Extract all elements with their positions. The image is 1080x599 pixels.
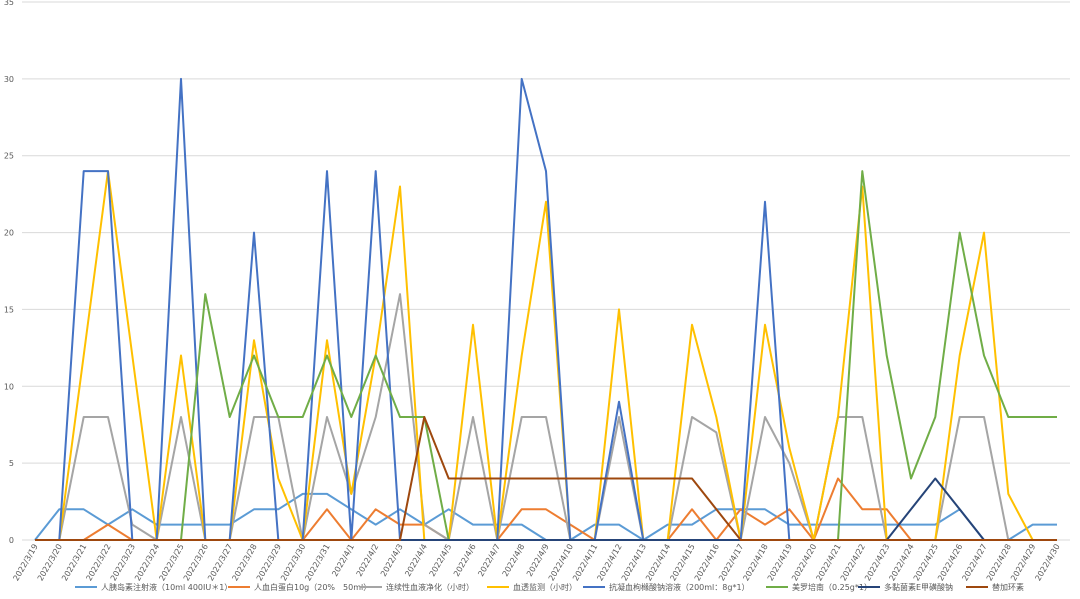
x-tick-label: 2022/4/3 [379, 543, 405, 579]
series-line [35, 416, 1057, 541]
x-tick-label: 2022/4/29 [1009, 543, 1037, 583]
legend-item: 多黏菌素E甲磺酸钠 [858, 582, 953, 592]
y-tick-label: 5 [9, 459, 14, 468]
x-tick-label: 2022/4/21 [814, 543, 842, 583]
x-tick-label: 2022/4/14 [644, 543, 672, 583]
x-tick-label: 2022/4/2 [355, 543, 381, 579]
x-tick-label: 2022/3/26 [182, 543, 210, 583]
x-tick-label: 2022/3/19 [11, 543, 39, 583]
legend-label: 多黏菌素E甲磺酸钠 [884, 582, 953, 592]
legend-label: 人血白蛋白10g（20% 50ml） [254, 582, 371, 592]
y-tick-label: 30 [4, 75, 14, 84]
x-tick-label: 2022/4/8 [501, 543, 527, 579]
legend-label: 血透监测（小时） [513, 582, 577, 592]
x-tick-label: 2022/4/27 [960, 543, 988, 583]
legend-item: 美罗培南（0.25g*1） [766, 582, 872, 592]
x-tick-label: 2022/4/28 [985, 542, 1013, 582]
legend-item: 人血白蛋白10g（20% 50ml） [228, 582, 371, 592]
x-tick-label: 2022/3/20 [36, 543, 64, 583]
x-tick-label: 2022/3/25 [157, 543, 185, 583]
y-tick-label: 20 [4, 229, 14, 238]
x-tick-label: 2022/3/23 [109, 543, 137, 583]
x-tick-label: 2022/4/25 [912, 543, 940, 583]
legend-item: 连续性血液净化（小时） [360, 582, 474, 592]
x-tick-label: 2022/3/28 [230, 543, 258, 583]
x-tick-label: 2022/4/10 [547, 543, 575, 583]
x-tick-label: 2022/4/23 [863, 543, 891, 583]
y-tick-label: 0 [9, 536, 14, 545]
x-tick-label: 2022/4/15 [668, 543, 696, 583]
x-tick-label: 2022/4/17 [717, 543, 745, 583]
x-tick-label: 2022/4/12 [595, 543, 623, 583]
legend-item: 替加环素 [966, 582, 1024, 592]
x-tick-label: 2022/4/16 [693, 543, 721, 583]
x-tick-label: 2022/3/22 [84, 543, 112, 583]
x-tick-label: 2022/4/1 [330, 543, 356, 579]
legend-label: 人胰岛素注射液（10ml 400IU＊1） [101, 582, 232, 592]
y-tick-label: 35 [4, 0, 14, 7]
x-tick-label: 2022/3/31 [303, 543, 331, 583]
legend-label: 连续性血液净化（小时） [386, 582, 474, 592]
legend-label: 替加环素 [992, 582, 1024, 592]
x-tick-label: 2022/4/11 [571, 543, 599, 583]
x-tick-label: 2022/3/24 [133, 543, 161, 583]
x-tick-label: 2022/4/24 [887, 543, 915, 583]
x-tick-label: 2022/4/6 [452, 543, 478, 579]
x-tick-label: 2022/4/20 [790, 543, 818, 583]
legend-label: 美罗培南（0.25g*1） [792, 582, 872, 592]
x-tick-label: 2022/3/29 [255, 543, 283, 583]
legend-label: 抗凝血枸橼酸钠溶液（200ml：8g*1） [609, 582, 750, 592]
x-tick-label: 2022/4/30 [1033, 543, 1061, 583]
x-tick-label: 2022/4/26 [936, 543, 964, 583]
legend-item: 抗凝血枸橼酸钠溶液（200ml：8g*1） [583, 582, 750, 592]
x-tick-label: 2022/4/4 [403, 543, 429, 579]
x-tick-label: 2022/4/22 [839, 543, 867, 583]
x-tick-label: 2022/4/18 [741, 543, 769, 583]
legend-item: 人胰岛素注射液（10ml 400IU＊1） [75, 582, 232, 592]
x-tick-label: 2022/4/9 [525, 543, 551, 579]
x-tick-label: 2022/3/30 [279, 543, 307, 583]
y-tick-label: 10 [4, 382, 14, 391]
y-tick-label: 15 [4, 305, 14, 314]
x-tick-label: 2022/4/5 [428, 543, 454, 579]
legend-item: 血透监测（小时） [487, 582, 577, 592]
y-tick-label: 25 [4, 152, 14, 161]
x-tick-label: 2022/4/7 [476, 543, 502, 579]
x-tick-label: 2022/4/19 [766, 543, 794, 583]
x-tick-label: 2022/4/13 [620, 543, 648, 583]
x-tick-label: 2022/3/21 [60, 543, 88, 583]
x-tick-label: 2022/3/27 [206, 543, 234, 583]
series-line [35, 477, 1057, 541]
